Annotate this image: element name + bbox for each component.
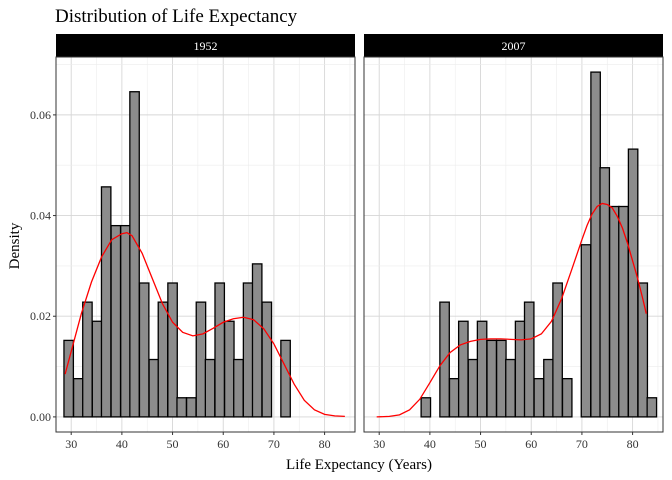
histogram-bar <box>505 358 516 418</box>
histogram-bar <box>261 301 273 418</box>
x-tick-label: 60 <box>217 437 229 451</box>
histogram-bar <box>233 358 244 418</box>
histogram-bar <box>476 320 488 418</box>
histogram-bar <box>223 320 235 418</box>
density-curve <box>376 202 647 418</box>
panel-border <box>363 56 664 433</box>
x-tick-label: 30 <box>373 437 385 451</box>
histogram-bar <box>457 320 469 418</box>
histogram-bar <box>214 282 226 418</box>
x-tick-label: 30 <box>65 437 77 451</box>
histogram-bar <box>486 339 498 418</box>
histogram-bar <box>618 205 629 418</box>
histogram-bar <box>580 244 592 418</box>
histogram-bar <box>561 377 573 418</box>
x-tick-label: 40 <box>116 437 128 451</box>
histogram-bar <box>608 205 620 418</box>
y-tick-label: 0.00 <box>30 410 51 424</box>
histogram-bar <box>110 224 122 418</box>
histogram-bar <box>420 397 432 418</box>
histogram-bar <box>646 397 658 418</box>
histogram-bar <box>91 320 103 418</box>
histogram-bar <box>242 282 254 418</box>
histogram-bar <box>82 301 93 418</box>
histogram-bar <box>251 263 263 418</box>
x-tick-label: 60 <box>525 437 537 451</box>
x-tick-label: 40 <box>424 437 436 451</box>
histogram-bar <box>467 358 479 418</box>
facet-strip <box>364 34 663 57</box>
histogram-bar <box>552 282 563 418</box>
histogram-bar <box>129 91 140 418</box>
x-tick-label: 80 <box>319 437 331 451</box>
facet-strip-label: 1952 <box>194 39 218 53</box>
histogram-bar <box>185 397 197 418</box>
y-tick-label: 0.04 <box>30 209 51 223</box>
histogram-bar <box>176 397 188 418</box>
histogram-bar <box>120 224 131 418</box>
histogram-bar <box>495 339 507 418</box>
histogram-bar <box>448 377 460 418</box>
chart-title: Distribution of Life Expectancy <box>55 6 298 27</box>
y-tick-label: 0.06 <box>30 108 51 122</box>
facet-strip <box>56 34 355 57</box>
density-curve <box>64 231 345 418</box>
facet-strip-label: 2007 <box>502 39 526 53</box>
x-tick-label: 50 <box>167 437 179 451</box>
histogram-bar <box>543 358 554 418</box>
histogram-bar <box>167 282 178 418</box>
histogram-bar <box>148 358 160 418</box>
histogram-bar <box>195 301 207 418</box>
y-tick-label: 0.02 <box>30 309 51 323</box>
y-axis-title: Density <box>7 222 23 269</box>
histogram-bar <box>138 282 150 418</box>
histogram-bar <box>157 301 169 418</box>
histogram-bar <box>627 148 639 418</box>
panel-2007: 2007 30 40 50 60 70 80 <box>363 34 664 451</box>
panel-border <box>55 56 356 433</box>
histogram-bar <box>100 186 112 418</box>
x-tick-label: 70 <box>268 437 280 451</box>
x-axis-title: Life Expectancy (Years) <box>286 457 432 473</box>
panel-1952: 1952 30 40 50 60 70 80 <box>55 34 356 451</box>
histogram-bar <box>72 377 84 418</box>
x-tick-label: 80 <box>627 437 639 451</box>
facet-panels: 0.00 0.02 0.04 0.06 1952 30 40 50 60 70 80 2007 30 40… <box>30 34 664 451</box>
histogram-bar <box>514 320 526 418</box>
histogram-bar <box>533 377 545 418</box>
histogram-bar <box>523 301 535 418</box>
histogram-bar <box>63 339 75 418</box>
histogram-bar <box>590 71 601 418</box>
x-tick-label: 50 <box>475 437 487 451</box>
histogram-bar <box>280 339 291 418</box>
x-tick-label: 70 <box>576 437 588 451</box>
histogram-bar <box>637 282 649 418</box>
histogram-bar <box>204 358 216 418</box>
